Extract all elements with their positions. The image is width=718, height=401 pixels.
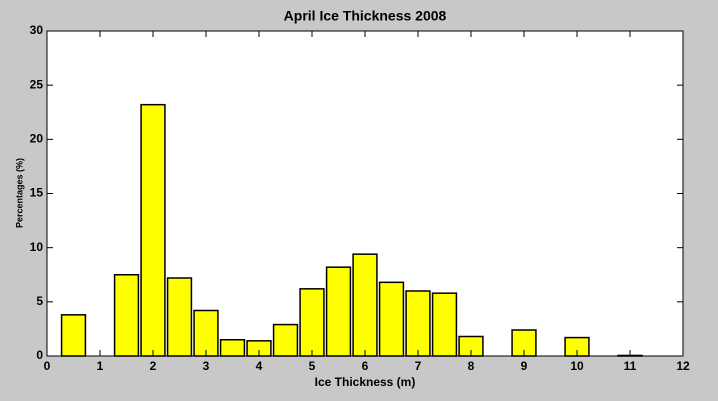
bar [113,274,140,357]
bar [140,103,166,357]
chart-title: April Ice Thickness 2008 [284,8,447,24]
bar [166,277,193,357]
bar [60,314,87,357]
x-tick-label: 5 [309,359,316,373]
x-tick-label: 12 [676,359,690,373]
y-tick-label: 30 [30,23,44,37]
x-tick-label: 6 [362,359,369,373]
y-tick-label: 20 [30,132,44,146]
y-tick-label: 15 [30,186,44,200]
bar [219,339,246,357]
x-tick-label: 8 [468,359,475,373]
x-tick-label: 2 [150,359,157,373]
bar [325,266,352,357]
y-tick-label: 25 [30,77,44,91]
bar [193,309,219,357]
bar [299,288,325,357]
x-tick-label: 10 [570,359,584,373]
bar [272,323,299,357]
y-tick-label: 0 [36,348,43,362]
x-tick-label: 1 [97,359,104,373]
bar [378,281,405,357]
y-tick-label: 10 [30,240,44,254]
bar [352,253,378,357]
bar [431,292,458,357]
bar [405,290,431,357]
x-axis-label: Ice Thickness (m) [315,375,416,389]
y-axis-label: Percentages (%) [14,158,24,228]
x-tick-label: 4 [256,359,263,373]
y-tick-label: 5 [36,294,43,308]
x-tick-label: 11 [624,359,637,373]
x-tick-label: 7 [415,359,422,373]
x-tick-label: 3 [203,359,210,373]
x-tick-label: 0 [44,359,51,373]
x-tick-label: 9 [521,359,528,373]
